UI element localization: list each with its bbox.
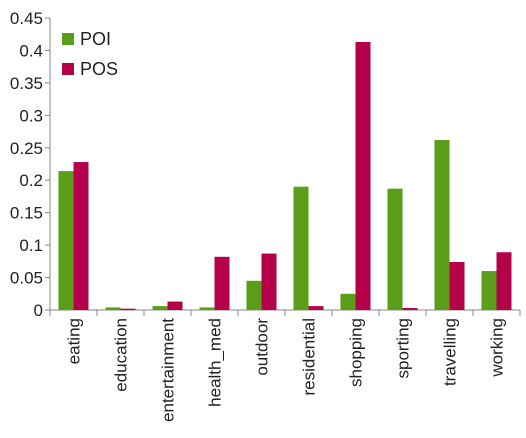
x-tick-label-shopping: shopping	[347, 318, 366, 387]
bar-poi-sporting	[387, 188, 403, 310]
bar-pos-working	[496, 252, 512, 310]
x-tick-label-working: working	[488, 318, 507, 378]
x-tick-label-residential: residential	[300, 318, 319, 396]
x-tick-label-entertainment: entertainment	[159, 318, 178, 422]
bar-poi-shopping	[340, 293, 356, 310]
x-tick-label-eating: eating	[65, 318, 84, 364]
x-tick-label-health_med: health_med	[206, 318, 225, 407]
legend-swatch-poi	[62, 33, 74, 45]
bar-poi-outdoor	[246, 280, 262, 310]
legend-label-pos: POS	[80, 59, 118, 79]
legend: POI POS	[62, 29, 118, 79]
bar-pos-health_med	[214, 256, 230, 310]
x-tick-label-travelling: travelling	[441, 318, 460, 386]
x-tick-label-sporting: sporting	[394, 318, 413, 378]
bar-pos-residential	[308, 306, 324, 310]
bar-poi-health_med	[199, 307, 215, 310]
x-tick-label-outdoor: outdoor	[253, 318, 272, 376]
bar-pos-shopping	[355, 42, 371, 311]
bar-poi-education	[105, 307, 121, 310]
y-tick-label: 0.25	[10, 139, 43, 158]
bar-poi-residential	[293, 186, 309, 310]
bar-poi-travelling	[434, 139, 450, 310]
bar-poi-entertainment	[152, 306, 168, 310]
bar-poi-eating	[58, 171, 74, 310]
y-tick-label: 0.2	[19, 171, 43, 190]
y-tick-label: 0.15	[10, 204, 43, 223]
y-tick-label: 0.35	[10, 74, 43, 93]
x-tick-label-education: education	[112, 318, 131, 392]
y-tick-label: 0.4	[19, 41, 43, 60]
bar-pos-sporting	[402, 308, 418, 310]
legend-swatch-pos	[62, 63, 74, 75]
bar-pos-entertainment	[167, 301, 183, 310]
bar-pos-education	[120, 308, 136, 310]
y-tick-label: 0.45	[10, 9, 43, 28]
y-tick-label: 0	[34, 301, 43, 320]
y-tick-label: 0.05	[10, 269, 43, 288]
y-tick-label: 0.1	[19, 236, 43, 255]
bar-pos-travelling	[449, 261, 465, 310]
legend-label-poi: POI	[80, 29, 111, 49]
bars	[58, 42, 512, 311]
bar-poi-working	[481, 271, 497, 310]
y-tick-labels: 0 0.05 0.1 0.15 0.2 0.25 0.3 0.35 0.4 0.45	[10, 9, 43, 320]
x-tick-labels: eating education entertainment health_med ou…	[65, 318, 507, 422]
bar-pos-outdoor	[261, 253, 277, 310]
y-tick-label: 0.3	[19, 106, 43, 125]
bar-pos-eating	[73, 162, 89, 310]
